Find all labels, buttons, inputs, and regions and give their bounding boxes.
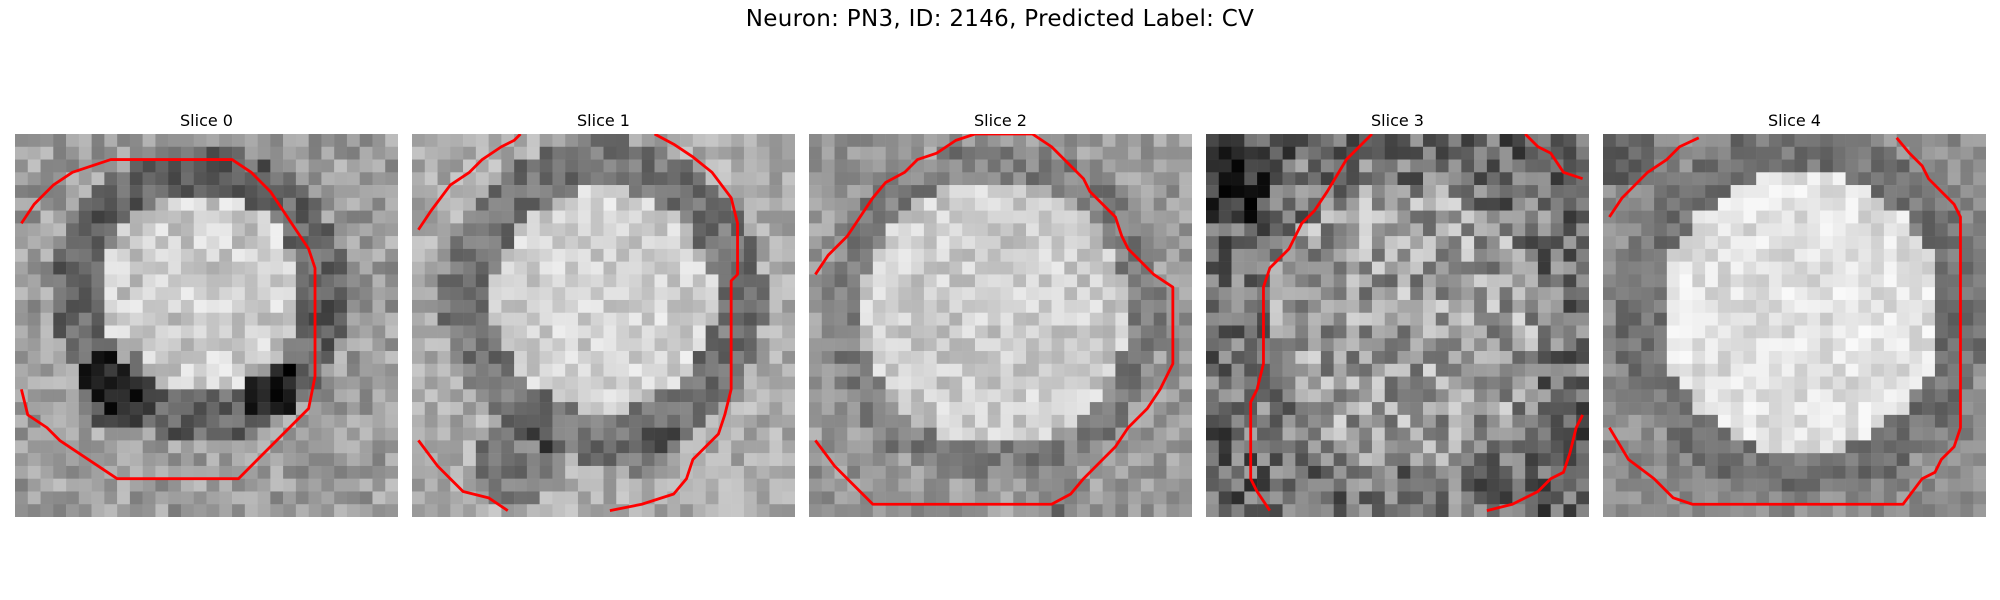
contour-line bbox=[814, 134, 1175, 506]
contour-line bbox=[417, 439, 509, 512]
neuron-slice-image bbox=[1603, 134, 1986, 517]
slice-title: Slice 1 bbox=[577, 111, 630, 130]
contour-line bbox=[417, 134, 522, 231]
slice-panel-2: Slice 2 bbox=[809, 108, 1192, 517]
slice-title: Slice 2 bbox=[974, 111, 1027, 130]
contour-line bbox=[609, 134, 739, 512]
contour-line bbox=[20, 158, 317, 481]
slice-panel-3: Slice 3 bbox=[1206, 108, 1589, 517]
slice-panel-0: Slice 0 bbox=[15, 108, 398, 517]
contour-line bbox=[1249, 134, 1373, 512]
slice-panel-1: Slice 1 bbox=[412, 108, 795, 517]
neuron-slice-image bbox=[809, 134, 1192, 517]
slice-title: Slice 0 bbox=[180, 111, 233, 130]
microscopy-image bbox=[1603, 134, 1986, 517]
contour-line bbox=[1608, 136, 1962, 506]
figure-title: Neuron: PN3, ID: 2146, Predicted Label: … bbox=[745, 6, 1255, 32]
slice-panel-4: Slice 4 bbox=[1603, 108, 1986, 517]
contour-line bbox=[1524, 134, 1584, 181]
microscopy-image bbox=[1206, 134, 1589, 517]
microscopy-image bbox=[809, 134, 1192, 517]
slice-title: Slice 3 bbox=[1371, 111, 1424, 130]
contour-line bbox=[1608, 136, 1700, 218]
neuron-slice-image bbox=[1206, 134, 1589, 517]
microscopy-image bbox=[412, 134, 795, 517]
microscopy-image bbox=[15, 134, 398, 517]
slice-title: Slice 4 bbox=[1768, 111, 1821, 130]
neuron-slice-image bbox=[412, 134, 795, 517]
neuron-slice-image bbox=[15, 134, 398, 517]
contour-line bbox=[1486, 414, 1584, 512]
